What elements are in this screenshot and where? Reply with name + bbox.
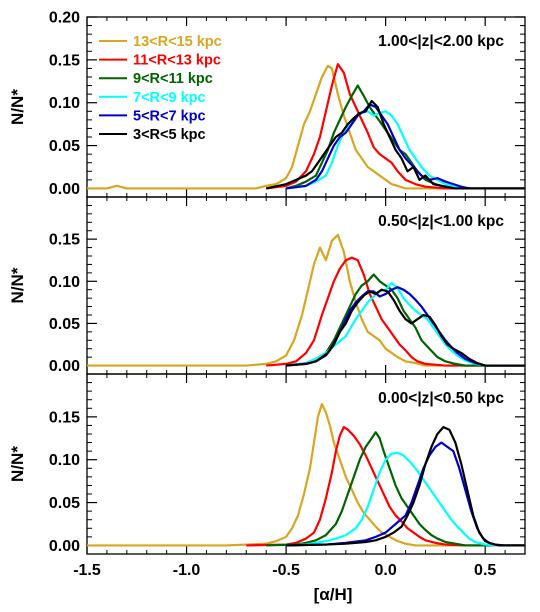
panels: 0.00 0.05 0.10 0.15 0.20 N/N* 1.00<|z|<2.00 kp…: [8, 10, 526, 555]
series-group: [87, 63, 525, 190]
series-line: [286, 451, 525, 547]
y-tick-label: 0.10: [49, 452, 80, 469]
y-axis-label: N/N*: [8, 446, 27, 482]
x-tick-label: 0.0: [375, 562, 397, 579]
x-tick-label: -0.5: [272, 562, 300, 579]
legend-label: 5<R<7 kpc: [133, 108, 206, 124]
y-tick-label: 0.05: [49, 138, 80, 155]
y-tick-label: 0.10: [49, 95, 80, 112]
y-tick-label: 0.15: [49, 232, 80, 249]
y-tick-label: 0.00: [49, 538, 80, 555]
x-tick-label: -1.0: [173, 562, 201, 579]
legend-label: 3<R<5 kpc: [133, 127, 206, 143]
series-line: [266, 431, 525, 547]
y-tick-label: 0.20: [49, 10, 80, 27]
legend-label: 9<R<11 kpc: [133, 71, 213, 87]
series-group: [87, 233, 525, 367]
y-tick-label: 0.15: [49, 52, 80, 69]
legend-label: 11<R<13 kpc: [133, 53, 221, 69]
y-tick-label: 0.05: [49, 316, 80, 333]
x-axis-label: [α/H]: [314, 585, 353, 604]
panel-annotation: 0.00<|z|<0.50 kpc: [378, 390, 504, 407]
series-line: [87, 233, 525, 367]
series-line: [286, 426, 525, 547]
legend-label: 13<R<15 kpc: [133, 34, 222, 50]
series-line: [246, 426, 525, 547]
series-line: [265, 99, 525, 190]
legend: 13<R<15 kpc 11<R<13 kpc 9<R<11 kpc 7<R<9 kp…: [99, 34, 222, 143]
series-line: [285, 103, 525, 190]
y-tick-label: 0.00: [49, 181, 80, 198]
y-axis-label: N/N*: [8, 267, 27, 303]
series-line: [285, 281, 525, 367]
y-tick-label: 0.00: [49, 358, 80, 375]
x-axis: -1.5 -1.0 -0.5 0.0 0.5: [73, 562, 496, 579]
series-line: [87, 64, 525, 190]
panel-annotation: 1.00<|z|<2.00 kpc: [378, 33, 504, 50]
y-tick-label: 0.05: [49, 495, 80, 512]
series-group: [87, 402, 525, 547]
series-line: [285, 288, 525, 367]
series-line: [266, 63, 525, 190]
y-tick-label: 0.10: [49, 274, 80, 291]
panel-1: 0.00 0.05 0.10 0.15 0.20 N/N* 1.00<|z|<2.00 kp…: [8, 10, 526, 198]
panel-annotation: 0.50<|z|<1.00 kpc: [378, 213, 504, 230]
legend-label: 7<R<9 kpc: [133, 90, 206, 106]
panel-2: 0.00 0.05 0.10 0.15 N/N* 0.50<|z|<1.00 kpc: [8, 196, 526, 375]
series-line: [285, 110, 525, 190]
series-line: [266, 256, 525, 367]
y-tick-label: 0.15: [49, 409, 80, 426]
x-tick-label: -1.5: [73, 562, 101, 579]
panel-3: 0.00 0.05 0.10 0.15 N/N* 0.00<|z|<0.50 kpc: [8, 373, 526, 555]
series-line: [87, 402, 525, 547]
y-axis-label: N/N*: [8, 89, 27, 125]
x-tick-label: 0.5: [474, 562, 496, 579]
